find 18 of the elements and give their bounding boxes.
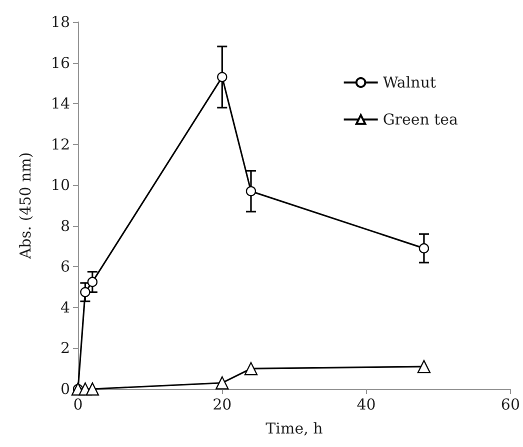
y-tick-label: 14 bbox=[50, 94, 70, 113]
x-tick-label: 0 bbox=[73, 396, 83, 414]
x-tick-label: 40 bbox=[356, 396, 376, 414]
y-tick-label: 18 bbox=[50, 13, 70, 31]
x-tick-label: 20 bbox=[212, 396, 232, 414]
y-tick-label: 10 bbox=[50, 176, 70, 194]
y-tick-label: 2 bbox=[60, 339, 70, 358]
y-tick-label: 0 bbox=[60, 380, 70, 398]
x-tick-label: 60 bbox=[500, 396, 520, 414]
x-axis-title: Time, h bbox=[266, 420, 324, 438]
y-tick-label: 6 bbox=[60, 258, 70, 276]
legend-label: Green tea bbox=[382, 110, 458, 128]
y-tick-label: 16 bbox=[50, 54, 70, 72]
y-axis-title: Abs. (450 nm) bbox=[16, 152, 34, 260]
legend-label: Walnut bbox=[382, 74, 436, 92]
y-tick-label: 8 bbox=[60, 216, 70, 235]
y-tick-label: 12 bbox=[50, 135, 70, 154]
y-tick-label: 4 bbox=[60, 298, 70, 316]
